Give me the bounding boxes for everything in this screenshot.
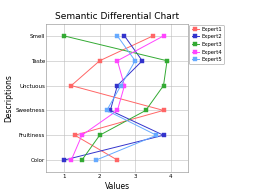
Expert3: [63, 35, 66, 37]
Expert5: [134, 60, 137, 62]
Line: Expert4: Expert4: [70, 34, 165, 162]
Line: Expert2: Expert2: [62, 34, 165, 162]
X-axis label: Values: Values: [105, 182, 130, 191]
Expert2: [109, 109, 112, 112]
Expert5: [119, 84, 123, 87]
Expert2: [123, 35, 126, 37]
Title: Semantic Differential Chart: Semantic Differential Chart: [55, 12, 180, 21]
Line: Expert1: Expert1: [70, 34, 165, 162]
Expert5: [116, 35, 119, 37]
Expert1: [70, 84, 73, 87]
Y-axis label: Descriptions: Descriptions: [4, 74, 13, 122]
Expert4: [116, 60, 119, 62]
Legend: Expert1, Expert2, Expert3, Expert4, Expert5: Expert1, Expert2, Expert3, Expert4, Expe…: [189, 24, 224, 64]
Expert3: [80, 159, 84, 161]
Line: Expert5: Expert5: [94, 34, 158, 162]
Expert5: [105, 109, 108, 112]
Expert3: [165, 60, 168, 62]
Expert2: [162, 134, 165, 136]
Expert4: [162, 35, 165, 37]
Expert4: [116, 109, 119, 112]
Expert5: [94, 159, 98, 161]
Expert4: [70, 159, 73, 161]
Expert4: [123, 84, 126, 87]
Expert4: [80, 134, 84, 136]
Line: Expert3: Expert3: [62, 34, 169, 162]
Expert2: [141, 60, 144, 62]
Expert2: [116, 84, 119, 87]
Expert1: [116, 159, 119, 161]
Expert2: [63, 159, 66, 161]
Expert3: [98, 134, 101, 136]
Expert1: [73, 134, 76, 136]
Expert1: [162, 109, 165, 112]
Expert3: [144, 109, 147, 112]
Expert1: [151, 35, 154, 37]
Expert5: [155, 134, 158, 136]
Expert1: [98, 60, 101, 62]
Expert3: [162, 84, 165, 87]
